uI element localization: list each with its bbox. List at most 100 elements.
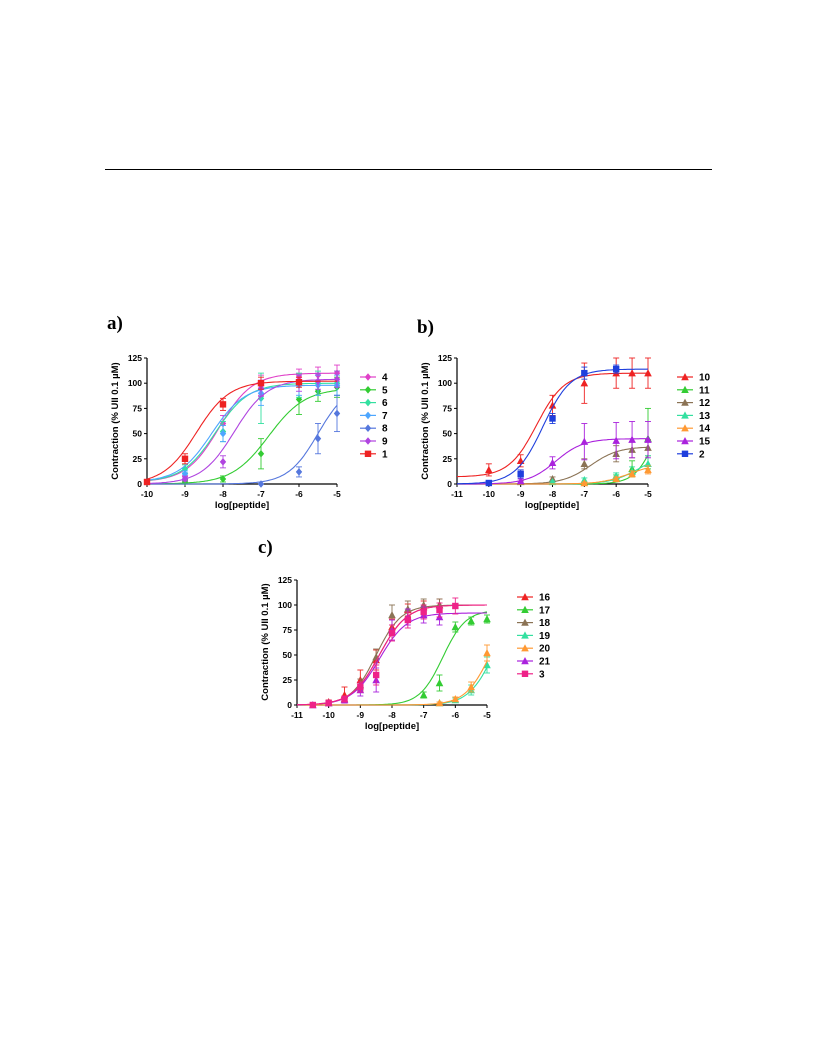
data-point xyxy=(548,458,557,467)
x-tick-label: -6 xyxy=(295,489,303,499)
x-tick-label: -7 xyxy=(420,710,428,720)
data-point xyxy=(644,465,652,474)
x-tick-label: -9 xyxy=(357,710,365,720)
panel-2: b) 0 25 50 75 100 125 -11 -10 -9 -8 -7 -6 -5 Contracti… xyxy=(417,317,711,511)
fit-curve xyxy=(146,382,337,481)
legend-label: 7 xyxy=(382,411,388,422)
x-tick-label: -7 xyxy=(257,489,265,499)
data-point xyxy=(219,401,227,408)
y-tick-label: 125 xyxy=(438,353,452,363)
y-axis-label: Contraction (% UII 0.1 µM) xyxy=(420,362,431,479)
legend-label: 20 xyxy=(539,644,551,655)
x-tick-label: -5 xyxy=(483,710,491,720)
data-point xyxy=(181,475,189,483)
legend-label: 8 xyxy=(382,424,388,435)
series-2: 2 xyxy=(456,364,705,487)
data-point xyxy=(644,459,652,468)
data-point xyxy=(451,623,460,631)
legend-label: 18 xyxy=(539,618,551,629)
data-point xyxy=(181,470,189,478)
series-8: 8 xyxy=(147,394,388,488)
x-tick-label: -5 xyxy=(333,489,341,499)
legend-label: 6 xyxy=(382,398,388,409)
panel-letter: b) xyxy=(417,317,434,338)
data-point xyxy=(295,468,303,476)
fit-curve xyxy=(146,380,337,480)
data-point xyxy=(580,437,589,445)
legend-marker xyxy=(521,631,529,639)
legend-label: 4 xyxy=(382,373,388,384)
data-point xyxy=(404,616,412,624)
legend-marker xyxy=(521,644,529,652)
data-point xyxy=(325,699,332,707)
data-point xyxy=(628,369,636,377)
y-tick-label: 75 xyxy=(283,625,293,635)
legend-marker xyxy=(364,424,372,432)
x-tick-label: -8 xyxy=(219,489,227,499)
data-point xyxy=(548,401,557,409)
data-point xyxy=(420,608,427,616)
data-point xyxy=(483,649,491,657)
data-point xyxy=(612,474,620,483)
data-point xyxy=(333,409,341,418)
data-point xyxy=(295,378,303,386)
data-point xyxy=(549,415,556,422)
y-tick-label: 0 xyxy=(137,479,142,489)
y-tick-label: 100 xyxy=(128,378,142,388)
series-3: 3 xyxy=(297,597,545,709)
legend-label: 21 xyxy=(539,657,551,668)
data-point xyxy=(372,671,380,679)
x-axis-label: log[peptide] xyxy=(525,500,579,511)
legend-marker xyxy=(681,398,689,406)
x-tick-label: -11 xyxy=(451,489,463,499)
x-tick-label: -10 xyxy=(323,710,336,720)
y-axis-label: Contraction (% UII 0.1 µM) xyxy=(110,362,121,479)
data-point xyxy=(517,470,524,478)
y-tick-label: 125 xyxy=(278,575,292,585)
fit-curve xyxy=(147,405,338,485)
data-point xyxy=(309,701,317,709)
data-point xyxy=(219,475,227,483)
x-tick-label: -10 xyxy=(141,489,154,499)
data-point xyxy=(219,458,227,466)
y-tick-label: 75 xyxy=(133,403,143,413)
legend-marker xyxy=(681,411,689,419)
data-point xyxy=(143,478,151,486)
legend-marker xyxy=(681,450,689,457)
series-13: 13 xyxy=(457,411,711,486)
y-tick-label: 75 xyxy=(443,403,453,413)
panel-letter: a) xyxy=(107,313,123,334)
data-point xyxy=(467,683,475,691)
series-14: 14 xyxy=(457,424,711,487)
data-point xyxy=(452,602,459,610)
data-point xyxy=(516,476,525,485)
data-point xyxy=(219,429,227,438)
y-axis-label: Contraction (% UII 0.1 µM) xyxy=(260,583,271,700)
data-point xyxy=(341,695,348,703)
data-point xyxy=(257,480,265,488)
data-point xyxy=(388,611,396,619)
panel-3: c) 0 25 50 75 100 125 -11 -10 -9 -8 -7 -6 -5 Contracti… xyxy=(258,537,551,732)
y-tick-label: 50 xyxy=(443,429,453,439)
legend-label: 15 xyxy=(699,437,711,448)
data-point xyxy=(628,469,636,478)
legend-label: 17 xyxy=(539,605,551,616)
legend-marker xyxy=(364,437,372,445)
legend-marker xyxy=(681,385,689,393)
legend-label: 2 xyxy=(699,449,705,460)
data-point xyxy=(612,365,620,373)
data-point xyxy=(516,456,525,465)
legend-label: 19 xyxy=(539,631,551,642)
x-tick-label: -8 xyxy=(388,710,396,720)
x-tick-label: -9 xyxy=(517,489,525,499)
legend-marker xyxy=(681,437,689,445)
page-rule xyxy=(105,169,712,170)
legend-label: 14 xyxy=(699,424,711,435)
series-15: 15 xyxy=(457,421,711,485)
series-10: 10 xyxy=(457,357,711,478)
fit-curve xyxy=(146,372,337,482)
legend-label: 9 xyxy=(382,437,388,448)
data-point xyxy=(612,436,620,444)
y-tick-label: 125 xyxy=(128,353,142,363)
